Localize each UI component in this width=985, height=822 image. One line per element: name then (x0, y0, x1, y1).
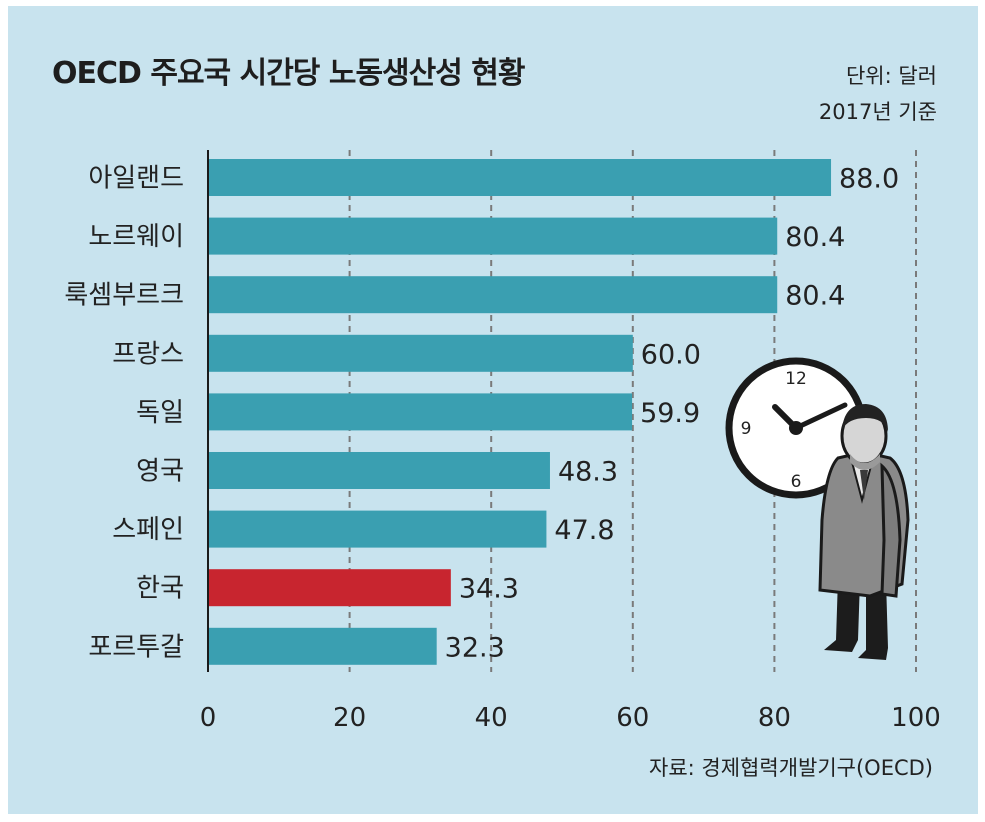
category-label: 독일 (136, 398, 184, 428)
value-label: 47.8 (554, 515, 614, 546)
bar-8 (208, 627, 437, 665)
value-label: 48.3 (558, 457, 618, 488)
bar-1 (208, 217, 778, 255)
bar-5 (208, 452, 550, 489)
bar-7 (208, 569, 451, 607)
value-label: 80.4 (785, 222, 845, 253)
value-label: 32.3 (445, 632, 505, 663)
unit-label: 단위: 달러 (845, 64, 937, 88)
axis: 0 20 40 60 80 100 (200, 150, 941, 733)
category-label: 영국 (136, 457, 184, 487)
x-tick-label: 0 (200, 703, 217, 733)
value-label: 60.0 (641, 339, 701, 370)
svg-text:9: 9 (741, 419, 752, 439)
category-label: 한국 (136, 574, 184, 604)
clock-icon: 12 9 6 (725, 357, 867, 499)
category-label: 노르웨이 (88, 222, 184, 252)
chart-title: OECD 주요국 시간당 노동생산성 현황 (52, 56, 525, 91)
x-tick-label: 40 (475, 703, 508, 733)
bar-4 (208, 393, 633, 431)
category-label: 스페인 (112, 515, 184, 545)
x-tick-label: 20 (333, 703, 366, 733)
source-note: 자료: 경제협력개발기구(OECD) (649, 756, 933, 780)
clock-worker-illustration: 12 9 6 (725, 357, 910, 660)
category-label: 프랑스 (112, 339, 184, 369)
unit-note: 단위: 달러 2017년 기준 (819, 58, 937, 130)
category-label: 포르투갈 (88, 632, 184, 662)
x-tick-label: 100 (891, 703, 941, 733)
svg-text:6: 6 (791, 472, 802, 492)
value-label: 88.0 (839, 164, 899, 195)
bar-6 (208, 510, 547, 548)
value-label: 34.3 (459, 574, 519, 605)
svg-text:12: 12 (785, 369, 807, 389)
worker-figure (818, 404, 910, 660)
category-label: 룩셈부르크 (64, 281, 184, 311)
value-label: 80.4 (785, 281, 845, 312)
x-tick-label: 80 (758, 703, 791, 733)
bar-0 (208, 159, 832, 196)
bar-2 (208, 276, 778, 314)
value-label: 59.9 (640, 398, 700, 429)
basis-year: 2017년 기준 (818, 100, 937, 124)
bars: 아일랜드 88.0 노르웨이 80.4 룩셈부르크 80.4 프랑스 60.0 독일 59.9 영국… (64, 159, 899, 665)
x-tick-label: 60 (616, 703, 649, 733)
category-label: 아일랜드 (88, 164, 184, 194)
bar-3 (208, 334, 633, 372)
